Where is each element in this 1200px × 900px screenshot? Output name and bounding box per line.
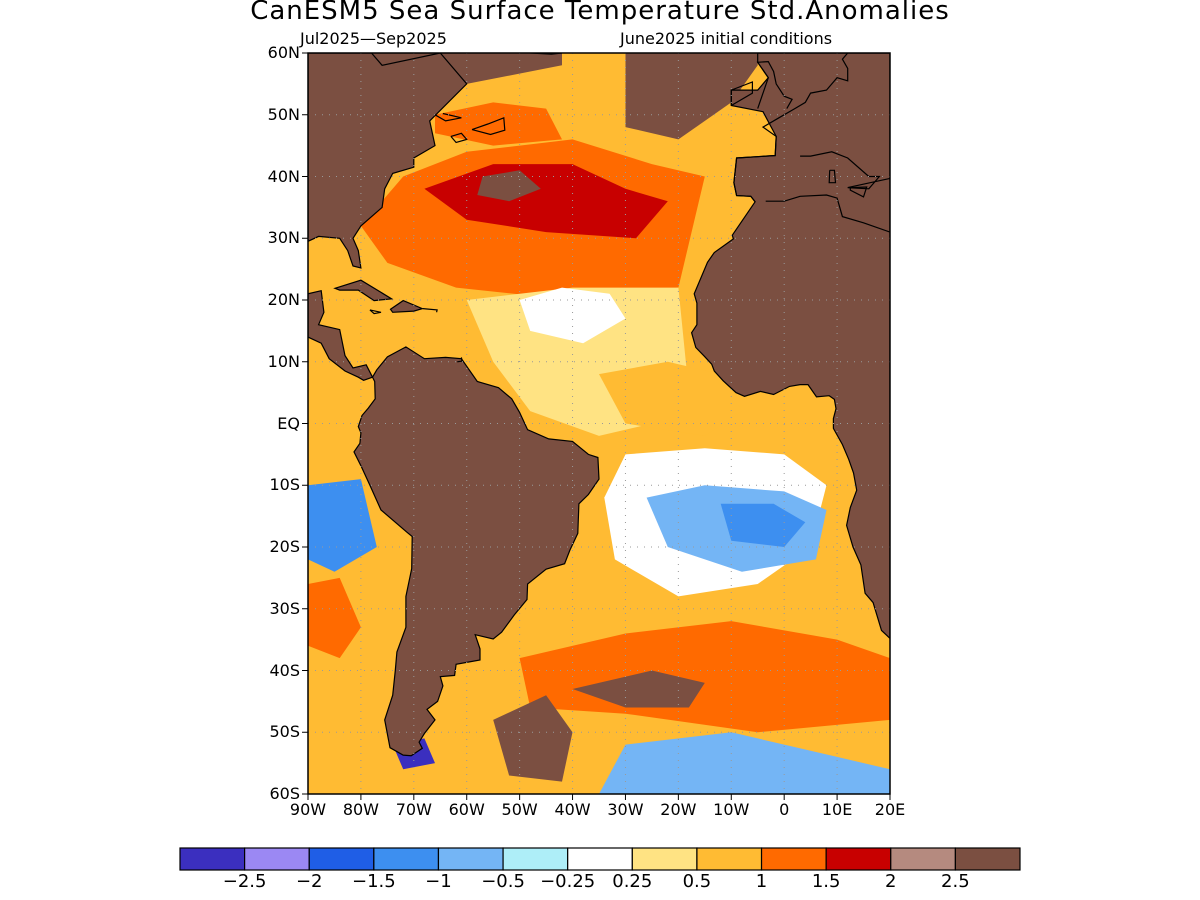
colorbar-swatch bbox=[631, 847, 698, 871]
lon-tick-label: 0 bbox=[779, 800, 790, 819]
colorbar-swatch bbox=[890, 847, 956, 871]
anomaly-region bbox=[493, 695, 573, 782]
lat-tick-label: 10S bbox=[269, 475, 300, 495]
colorbar-swatch bbox=[760, 847, 827, 871]
lat-tick-label: 30N bbox=[267, 228, 300, 248]
lat-tick-label: 10N bbox=[267, 351, 300, 371]
lon-tick-label: 70W bbox=[395, 800, 432, 819]
anomaly-region bbox=[519, 621, 890, 733]
colorbar-swatch bbox=[308, 847, 375, 871]
lat-tick-label: 40N bbox=[267, 166, 300, 186]
lon-tick-label: 80W bbox=[342, 800, 379, 819]
initial-conditions-subtitle: June2025 initial conditions bbox=[620, 29, 833, 48]
land-north-america bbox=[308, 53, 468, 269]
lon-tick-label: 10E bbox=[821, 800, 853, 819]
lat-tick-label: 60N bbox=[267, 43, 300, 62]
colorbar-label: 2.5 bbox=[941, 871, 970, 892]
lon-tick-label: 60W bbox=[448, 800, 485, 819]
colorbar-label: 2 bbox=[885, 871, 897, 892]
colorbar-swatch bbox=[502, 847, 569, 871]
colorbar-swatch bbox=[244, 847, 310, 871]
coastlines bbox=[369, 53, 890, 363]
lon-tick-label: 20E bbox=[874, 800, 906, 819]
colorbar-label: 0.25 bbox=[612, 871, 653, 892]
anomaly-region bbox=[477, 170, 541, 202]
lon-tick-label: 20W bbox=[660, 800, 697, 819]
anomaly-region bbox=[308, 577, 361, 659]
lat-tick-label: 60S bbox=[269, 784, 300, 803]
colorbar-label: 1.5 bbox=[811, 871, 841, 892]
colorbar-label: −0.5 bbox=[481, 871, 525, 892]
land-south-america bbox=[353, 346, 600, 757]
colorbar-label: −2.5 bbox=[222, 871, 267, 892]
coastline bbox=[849, 186, 868, 198]
anomaly-region bbox=[308, 479, 377, 572]
colorbar-label: −0.25 bbox=[540, 871, 596, 892]
colorbar-swatch bbox=[373, 847, 440, 871]
anomaly-region bbox=[625, 53, 758, 140]
lat-tick-label: EQ bbox=[277, 413, 300, 433]
coastline bbox=[471, 116, 506, 136]
coastline bbox=[422, 308, 438, 313]
land-hispaniola bbox=[389, 299, 425, 313]
land-masses bbox=[308, 53, 890, 757]
land-central-america bbox=[308, 289, 374, 381]
lon-tick-label: 30W bbox=[607, 800, 644, 819]
lon-tick-label: 40W bbox=[554, 800, 591, 819]
coastline bbox=[369, 309, 382, 315]
coastline bbox=[434, 112, 462, 122]
coastline bbox=[457, 357, 463, 363]
axis-ticks bbox=[302, 52, 891, 800]
lat-tick-label: 50N bbox=[267, 104, 300, 124]
lon-tick-label: 90W bbox=[289, 800, 327, 819]
land-cuba bbox=[333, 279, 394, 302]
coastline bbox=[450, 132, 468, 144]
anomaly-region bbox=[599, 361, 742, 436]
lat-tick-label: 20N bbox=[267, 290, 300, 309]
lat-tick-label: 40S bbox=[269, 660, 300, 680]
lat-tick-label: 30S bbox=[269, 598, 300, 618]
colorbar-label: −1.5 bbox=[351, 871, 396, 892]
coastline bbox=[765, 194, 890, 233]
anomaly-region bbox=[599, 732, 890, 794]
colorbar-swatch bbox=[437, 847, 504, 871]
lon-tick-label: 50W bbox=[501, 800, 538, 819]
colorbar-label: −1 bbox=[425, 871, 452, 892]
colorbar-label: 0.5 bbox=[682, 871, 712, 892]
lat-tick-label: 50S bbox=[269, 722, 300, 742]
coastline bbox=[828, 169, 837, 184]
coastline bbox=[756, 60, 793, 109]
anomaly-region bbox=[519, 287, 626, 344]
colorbar-label: 1 bbox=[755, 871, 768, 892]
colorbar-swatch bbox=[825, 847, 892, 871]
colorbar-swatch bbox=[954, 847, 1021, 871]
colorbar-label: −2 bbox=[295, 871, 323, 892]
colorbar-swatch bbox=[696, 847, 763, 871]
colorbar-swatch bbox=[179, 847, 246, 871]
period-subtitle: Jul2025—Sep2025 bbox=[300, 29, 447, 48]
coastline bbox=[733, 53, 849, 203]
anomaly-region bbox=[572, 670, 705, 708]
lat-tick-label: 20S bbox=[269, 537, 300, 556]
colorbar-swatch bbox=[567, 847, 633, 871]
anomaly-region bbox=[435, 102, 562, 146]
lon-tick-label: 10W bbox=[713, 800, 750, 819]
chart-title: CanESM5 Sea Surface Temperature Std.Anom… bbox=[250, 0, 950, 26]
colorbar bbox=[179, 847, 1021, 871]
